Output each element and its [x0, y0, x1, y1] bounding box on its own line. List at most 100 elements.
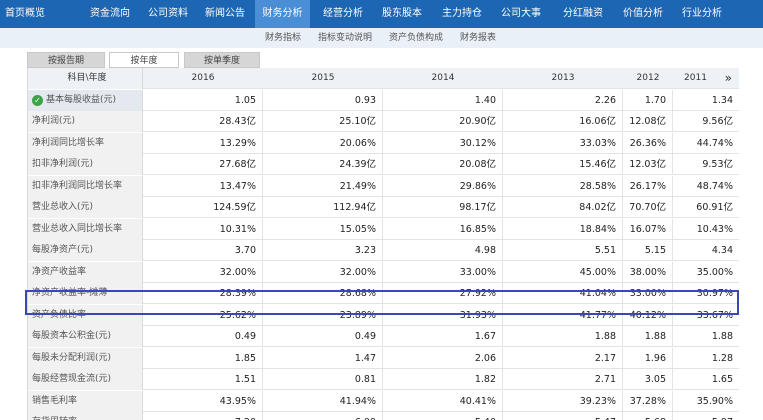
- table-cell: 12.08亿: [623, 111, 673, 132]
- table-cell: 1.88: [623, 326, 673, 347]
- table-cell: 112.94亿: [263, 197, 383, 218]
- table-cell: 39.23%: [503, 390, 623, 412]
- year-header: 2016: [191, 73, 215, 83]
- table-cell: 9.56亿: [673, 111, 739, 132]
- table-cell: 1.67: [383, 326, 503, 347]
- table-cell: 21.49%: [263, 175, 383, 197]
- table-cell: 1.96: [623, 347, 673, 369]
- table-cell: 7.20: [143, 412, 263, 420]
- table-cell: 0.93: [263, 89, 383, 111]
- row-label: 营业总收入(元): [28, 197, 143, 218]
- table-cell: 5.15: [623, 240, 673, 261]
- check-icon: ✓: [32, 94, 43, 106]
- table-cell: 23.89%: [263, 304, 383, 326]
- period-tabs: 按报告期 按年度 按单季度: [0, 48, 763, 68]
- row-label: 销售毛利率: [28, 390, 143, 412]
- table-cell: 5.51: [503, 240, 623, 261]
- table-row: 每股经营现金流(元) 1.51 0.81 1.82 2.71 3.05 1.65: [28, 369, 739, 390]
- subnav-item-balance-structure[interactable]: 资产负债构成: [389, 33, 444, 43]
- table-cell: 15.05%: [263, 218, 383, 240]
- table-cell: 20.08亿: [383, 154, 503, 175]
- table-cell: 35.00%: [673, 262, 739, 283]
- nav-item-overview[interactable]: 首页概览: [5, 8, 45, 19]
- more-years-icon[interactable]: »: [724, 71, 732, 85]
- year-header: 2014: [431, 73, 455, 83]
- table-cell: 124.59亿: [143, 197, 263, 218]
- table-cell: 5.40: [383, 412, 503, 420]
- table-cell: 70.70亿: [623, 197, 673, 218]
- table-cell: 1.28: [673, 348, 739, 369]
- table-cell: 45.00%: [503, 261, 623, 283]
- table-row: 净资产收益率 32.00% 32.00% 33.00% 45.00% 38.00% 35.0…: [28, 261, 739, 283]
- table-cell: 4.98: [383, 240, 503, 261]
- table-cell: 25.10亿: [263, 111, 383, 132]
- nav-item-shareholders[interactable]: 股东股本: [382, 8, 422, 19]
- nav-item-dividend[interactable]: 分红融资: [563, 8, 603, 19]
- nav-item-news[interactable]: 新闻公告: [205, 8, 245, 19]
- table-cell: 32.00%: [263, 261, 383, 283]
- tab-by-year[interactable]: 按年度: [109, 52, 179, 68]
- table-cell: 1.40: [383, 89, 503, 111]
- header-label: 科目\年度: [28, 68, 143, 89]
- table-row: 扣非净利润同比增长率 13.47% 21.49% 29.86% 28.58% 26.17%…: [28, 175, 739, 197]
- table-cell: 32.00%: [143, 261, 263, 283]
- table-row: 营业总收入(元) 124.59亿 112.94亿 98.17亿 84.02亿 70.70亿…: [28, 197, 739, 218]
- row-label: 资产负债比率: [28, 304, 143, 326]
- table-cell: 30.12%: [383, 132, 503, 154]
- table-cell: 13.47%: [143, 175, 263, 197]
- table-cell: 15.46亿: [503, 154, 623, 175]
- row-label: 每股经营现金流(元): [28, 369, 143, 390]
- table-row: 每股净资产(元) 3.70 3.23 4.98 5.51 5.15 4.34: [28, 240, 739, 261]
- table-cell: 1.47: [263, 347, 383, 369]
- table-cell: 40.41%: [383, 390, 503, 412]
- nav-item-valuation[interactable]: 价值分析: [623, 8, 663, 19]
- nav-item-industry[interactable]: 行业分析: [682, 8, 722, 19]
- row-label: 净利润同比增长率: [28, 132, 143, 154]
- table-row: 存货周转率7.206.095.405.475.685.97: [28, 412, 739, 420]
- table-row: 净资产收益率-摊薄 28.39% 28.68% 27.92% 41.04% 33.00% 3…: [28, 283, 739, 304]
- table-cell: 25.62%: [143, 304, 263, 326]
- tab-by-report-period[interactable]: 按报告期: [27, 52, 105, 68]
- nav-item-financial-analysis[interactable]: 财务分析: [255, 0, 310, 28]
- table-cell: 33.00%: [383, 261, 503, 283]
- table-row: 净利润(元) 28.43亿 25.10亿 20.90亿 16.06亿 12.08亿 9.56…: [28, 111, 739, 132]
- table-cell: 5.47: [503, 412, 623, 420]
- table-cell: 3.70: [143, 240, 263, 261]
- row-label: 净利润(元): [28, 111, 143, 132]
- subnav-item-change-notes[interactable]: 指标变动说明: [318, 33, 373, 43]
- table-cell: 28.58%: [503, 175, 623, 197]
- table-cell: 1.85: [143, 347, 263, 369]
- nav-item-capital-flow[interactable]: 资金流向: [90, 8, 130, 19]
- nav-item-operations[interactable]: 经营分析: [323, 8, 363, 19]
- table-row: 每股未分配利润(元) 1.85 1.47 2.06 2.17 1.96 1.28: [28, 347, 739, 369]
- table-cell: 41.77%: [503, 304, 623, 326]
- tab-by-quarter[interactable]: 按单季度: [184, 52, 260, 68]
- subnav-item-statements[interactable]: 财务报表: [460, 33, 497, 43]
- table-cell: 28.43亿: [143, 111, 263, 132]
- table-cell: 33.00%: [623, 283, 673, 304]
- nav-item-holdings[interactable]: 主力持仓: [442, 8, 482, 19]
- table-cell: 10.31%: [143, 218, 263, 240]
- table-cell: 1.65: [673, 369, 739, 390]
- table-cell: 20.90亿: [383, 111, 503, 132]
- table-cell: 33.03%: [503, 132, 623, 154]
- table-cell: 29.86%: [383, 175, 503, 197]
- subnav-item-indicators[interactable]: 财务指标: [265, 33, 302, 43]
- table-cell: 0.49: [143, 326, 263, 347]
- table-cell: 28.39%: [143, 283, 263, 304]
- table-row: 营业总收入同比增长率 10.31% 15.05% 16.85% 18.84% 16.07%…: [28, 218, 739, 240]
- table-cell: 33.67%: [673, 305, 739, 326]
- table-cell: 4.34: [673, 240, 739, 261]
- table-cell: 2.17: [503, 347, 623, 369]
- table-row: 销售毛利率 43.95% 41.94% 40.41% 39.23% 37.28% 35.90…: [28, 390, 739, 412]
- table-cell: 1.05: [143, 89, 263, 111]
- nav-item-company-info[interactable]: 公司资料: [148, 8, 188, 19]
- row-label: 净资产收益率-摊薄: [28, 283, 143, 304]
- table-cell: 31.93%: [383, 304, 503, 326]
- table-cell: 41.94%: [263, 390, 383, 412]
- row-label-text: 基本每股收益(元): [46, 94, 117, 105]
- nav-item-events[interactable]: 公司大事: [501, 8, 541, 19]
- table-row: 资产负债比率 25.62% 23.89% 31.93% 41.77% 40.12% 33.6…: [28, 304, 739, 326]
- table-cell: 5.97: [673, 412, 739, 420]
- table-cell: 28.68%: [263, 283, 383, 304]
